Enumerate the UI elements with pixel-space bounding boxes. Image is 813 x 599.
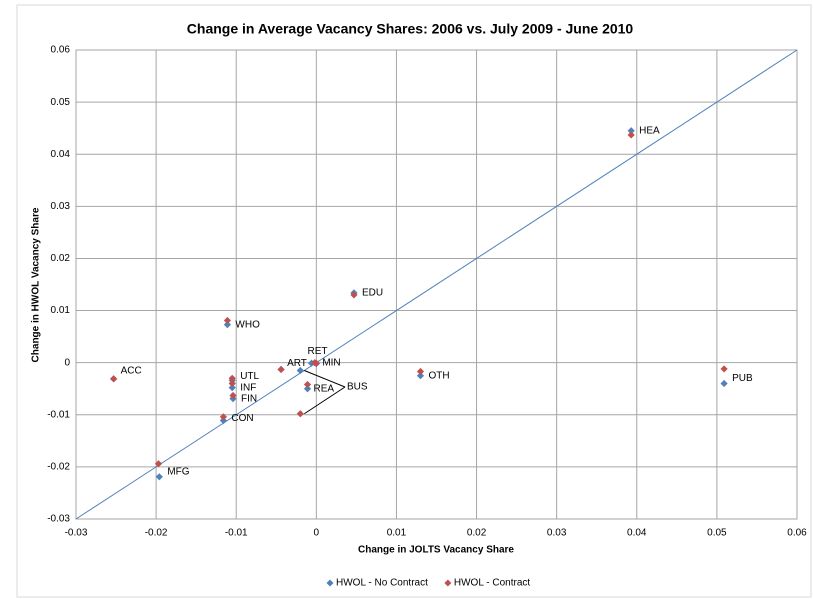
y-tick-label: -0.01 bbox=[47, 409, 70, 420]
y-tick-label: 0.06 bbox=[51, 45, 71, 56]
point bbox=[155, 473, 163, 481]
x-tick-label: 0.01 bbox=[387, 528, 407, 539]
point-label: RET bbox=[308, 346, 328, 357]
point-label: CON bbox=[231, 413, 253, 424]
legend-marker bbox=[444, 579, 452, 587]
point bbox=[296, 410, 304, 418]
legend-label: HWOL - Contract bbox=[454, 578, 531, 589]
point bbox=[154, 460, 163, 468]
chart-frame bbox=[16, 4, 812, 598]
point bbox=[219, 416, 228, 425]
point bbox=[296, 366, 304, 375]
point bbox=[312, 359, 320, 367]
point bbox=[720, 379, 728, 388]
point bbox=[228, 374, 236, 382]
point-label: PUB bbox=[732, 373, 753, 384]
reference-line bbox=[75, 49, 798, 520]
point bbox=[350, 291, 358, 299]
point bbox=[223, 316, 232, 325]
point-label: EDU bbox=[362, 287, 383, 298]
chart-title: Change in Average Vacancy Shares: 2006 v… bbox=[187, 21, 634, 37]
legend-marker bbox=[326, 579, 334, 587]
y-tick-label: 0 bbox=[64, 357, 70, 368]
point-label: FIN bbox=[241, 393, 257, 404]
x-axis-title: Change in JOLTS Vacancy Share bbox=[358, 545, 514, 556]
y-axis-title: Change in HWOL Vacancy Share bbox=[31, 207, 42, 362]
point-label: MIN bbox=[322, 357, 340, 368]
point-label: INF bbox=[240, 382, 256, 393]
plot-border bbox=[75, 49, 798, 520]
point bbox=[416, 367, 425, 376]
point bbox=[627, 131, 635, 139]
point-label: HEA bbox=[639, 125, 660, 136]
point bbox=[110, 375, 118, 383]
point bbox=[416, 372, 425, 380]
point bbox=[229, 391, 237, 400]
x-tick-label: -0.02 bbox=[145, 528, 168, 539]
x-tick-label: 0 bbox=[314, 528, 320, 539]
point bbox=[720, 365, 728, 373]
y-tick-label: 0.05 bbox=[51, 97, 71, 108]
x-tick-label: 0.04 bbox=[627, 528, 647, 539]
point bbox=[277, 365, 285, 374]
point bbox=[627, 127, 635, 135]
x-tick-label: -0.01 bbox=[225, 528, 248, 539]
x-tick-label: -0.03 bbox=[65, 528, 88, 539]
x-tick-label: 0.02 bbox=[467, 528, 487, 539]
leader-line bbox=[304, 386, 346, 415]
point-label: ART bbox=[287, 358, 307, 369]
y-tick-label: -0.03 bbox=[47, 514, 70, 525]
y-tick-label: -0.02 bbox=[47, 462, 70, 473]
point-label: BUS bbox=[347, 382, 368, 393]
point-label: ACC bbox=[121, 365, 142, 376]
legend-label: HWOL - No Contract bbox=[336, 578, 428, 589]
point bbox=[303, 380, 312, 389]
y-tick-label: 0.01 bbox=[51, 305, 71, 316]
point-label: UTL bbox=[240, 371, 259, 382]
point-label: WHO bbox=[235, 319, 260, 330]
point bbox=[303, 385, 312, 393]
x-tick-label: 0.06 bbox=[787, 528, 807, 539]
point bbox=[219, 413, 228, 421]
point-label: REA bbox=[314, 383, 335, 394]
y-tick-label: 0.03 bbox=[51, 201, 71, 212]
x-tick-label: 0.03 bbox=[547, 528, 567, 539]
point bbox=[223, 321, 232, 329]
point-label: MFG bbox=[167, 466, 189, 477]
y-tick-label: 0.04 bbox=[51, 149, 71, 160]
point bbox=[228, 379, 236, 388]
point bbox=[228, 384, 236, 392]
x-tick-label: 0.05 bbox=[707, 528, 727, 539]
y-tick-label: 0.02 bbox=[51, 253, 71, 264]
point-label: OTH bbox=[428, 370, 449, 381]
leader-line bbox=[304, 370, 346, 388]
